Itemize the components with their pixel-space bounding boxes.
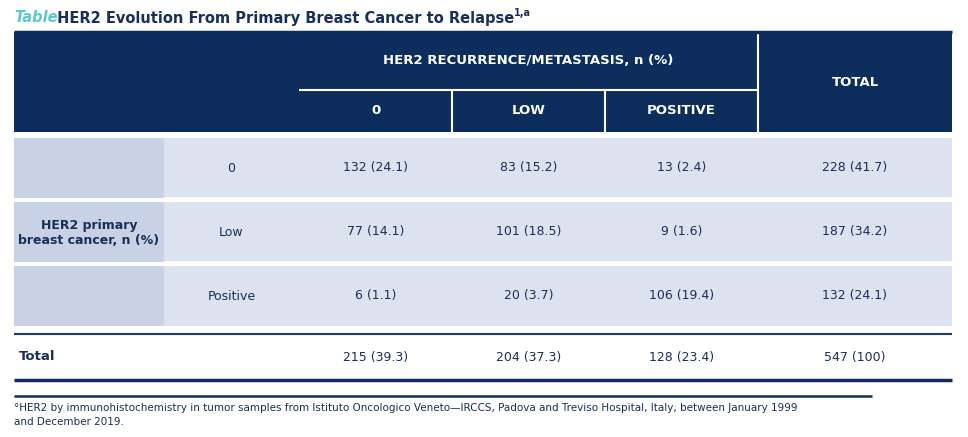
Text: Total: Total bbox=[19, 350, 55, 364]
Text: 77 (14.1): 77 (14.1) bbox=[347, 225, 405, 239]
Text: 547 (100): 547 (100) bbox=[824, 350, 886, 364]
Text: 0: 0 bbox=[371, 104, 380, 118]
Text: 215 (39.3): 215 (39.3) bbox=[343, 350, 408, 364]
Bar bbox=[164, 266, 952, 326]
Text: 1,a: 1,a bbox=[514, 8, 531, 18]
Text: HER2 RECURRENCE/METASTASIS, n (%): HER2 RECURRENCE/METASTASIS, n (%) bbox=[383, 55, 674, 67]
Bar bbox=[14, 138, 164, 198]
Text: 187 (34.2): 187 (34.2) bbox=[823, 225, 888, 239]
Text: 6 (1.1): 6 (1.1) bbox=[355, 289, 396, 302]
Text: 228 (41.7): 228 (41.7) bbox=[823, 162, 888, 174]
Text: 83 (15.2): 83 (15.2) bbox=[499, 162, 558, 174]
Bar bbox=[14, 334, 952, 380]
Text: 13 (2.4): 13 (2.4) bbox=[657, 162, 706, 174]
Bar bbox=[14, 202, 164, 262]
Text: 128 (23.4): 128 (23.4) bbox=[649, 350, 714, 364]
Text: and December 2019.: and December 2019. bbox=[14, 417, 124, 427]
Text: Table.: Table. bbox=[14, 10, 63, 25]
Text: 204 (37.3): 204 (37.3) bbox=[496, 350, 561, 364]
Text: 132 (24.1): 132 (24.1) bbox=[343, 162, 408, 174]
Bar bbox=[164, 202, 952, 262]
Text: 0: 0 bbox=[227, 162, 235, 174]
Text: 20 (3.7): 20 (3.7) bbox=[503, 289, 554, 302]
Text: TOTAL: TOTAL bbox=[832, 76, 879, 89]
Text: POSITIVE: POSITIVE bbox=[647, 104, 716, 118]
Text: breast cancer, n (%): breast cancer, n (%) bbox=[18, 233, 160, 246]
Bar bbox=[164, 138, 952, 198]
Text: 101 (18.5): 101 (18.5) bbox=[496, 225, 561, 239]
Text: °HER2 by immunohistochemistry in tumor samples from Istituto Oncologico Veneto—I: °HER2 by immunohistochemistry in tumor s… bbox=[14, 403, 798, 413]
Text: 106 (19.4): 106 (19.4) bbox=[649, 289, 714, 302]
Bar bbox=[14, 32, 952, 132]
Text: Positive: Positive bbox=[207, 289, 256, 302]
Text: 9 (1.6): 9 (1.6) bbox=[661, 225, 702, 239]
Text: 132 (24.1): 132 (24.1) bbox=[823, 289, 888, 302]
Text: Low: Low bbox=[219, 225, 244, 239]
Bar bbox=[14, 266, 164, 326]
Text: HER2 Evolution From Primary Breast Cancer to Relapse: HER2 Evolution From Primary Breast Cance… bbox=[52, 10, 514, 25]
Text: LOW: LOW bbox=[511, 104, 545, 118]
Text: HER2 primary: HER2 primary bbox=[41, 218, 137, 232]
